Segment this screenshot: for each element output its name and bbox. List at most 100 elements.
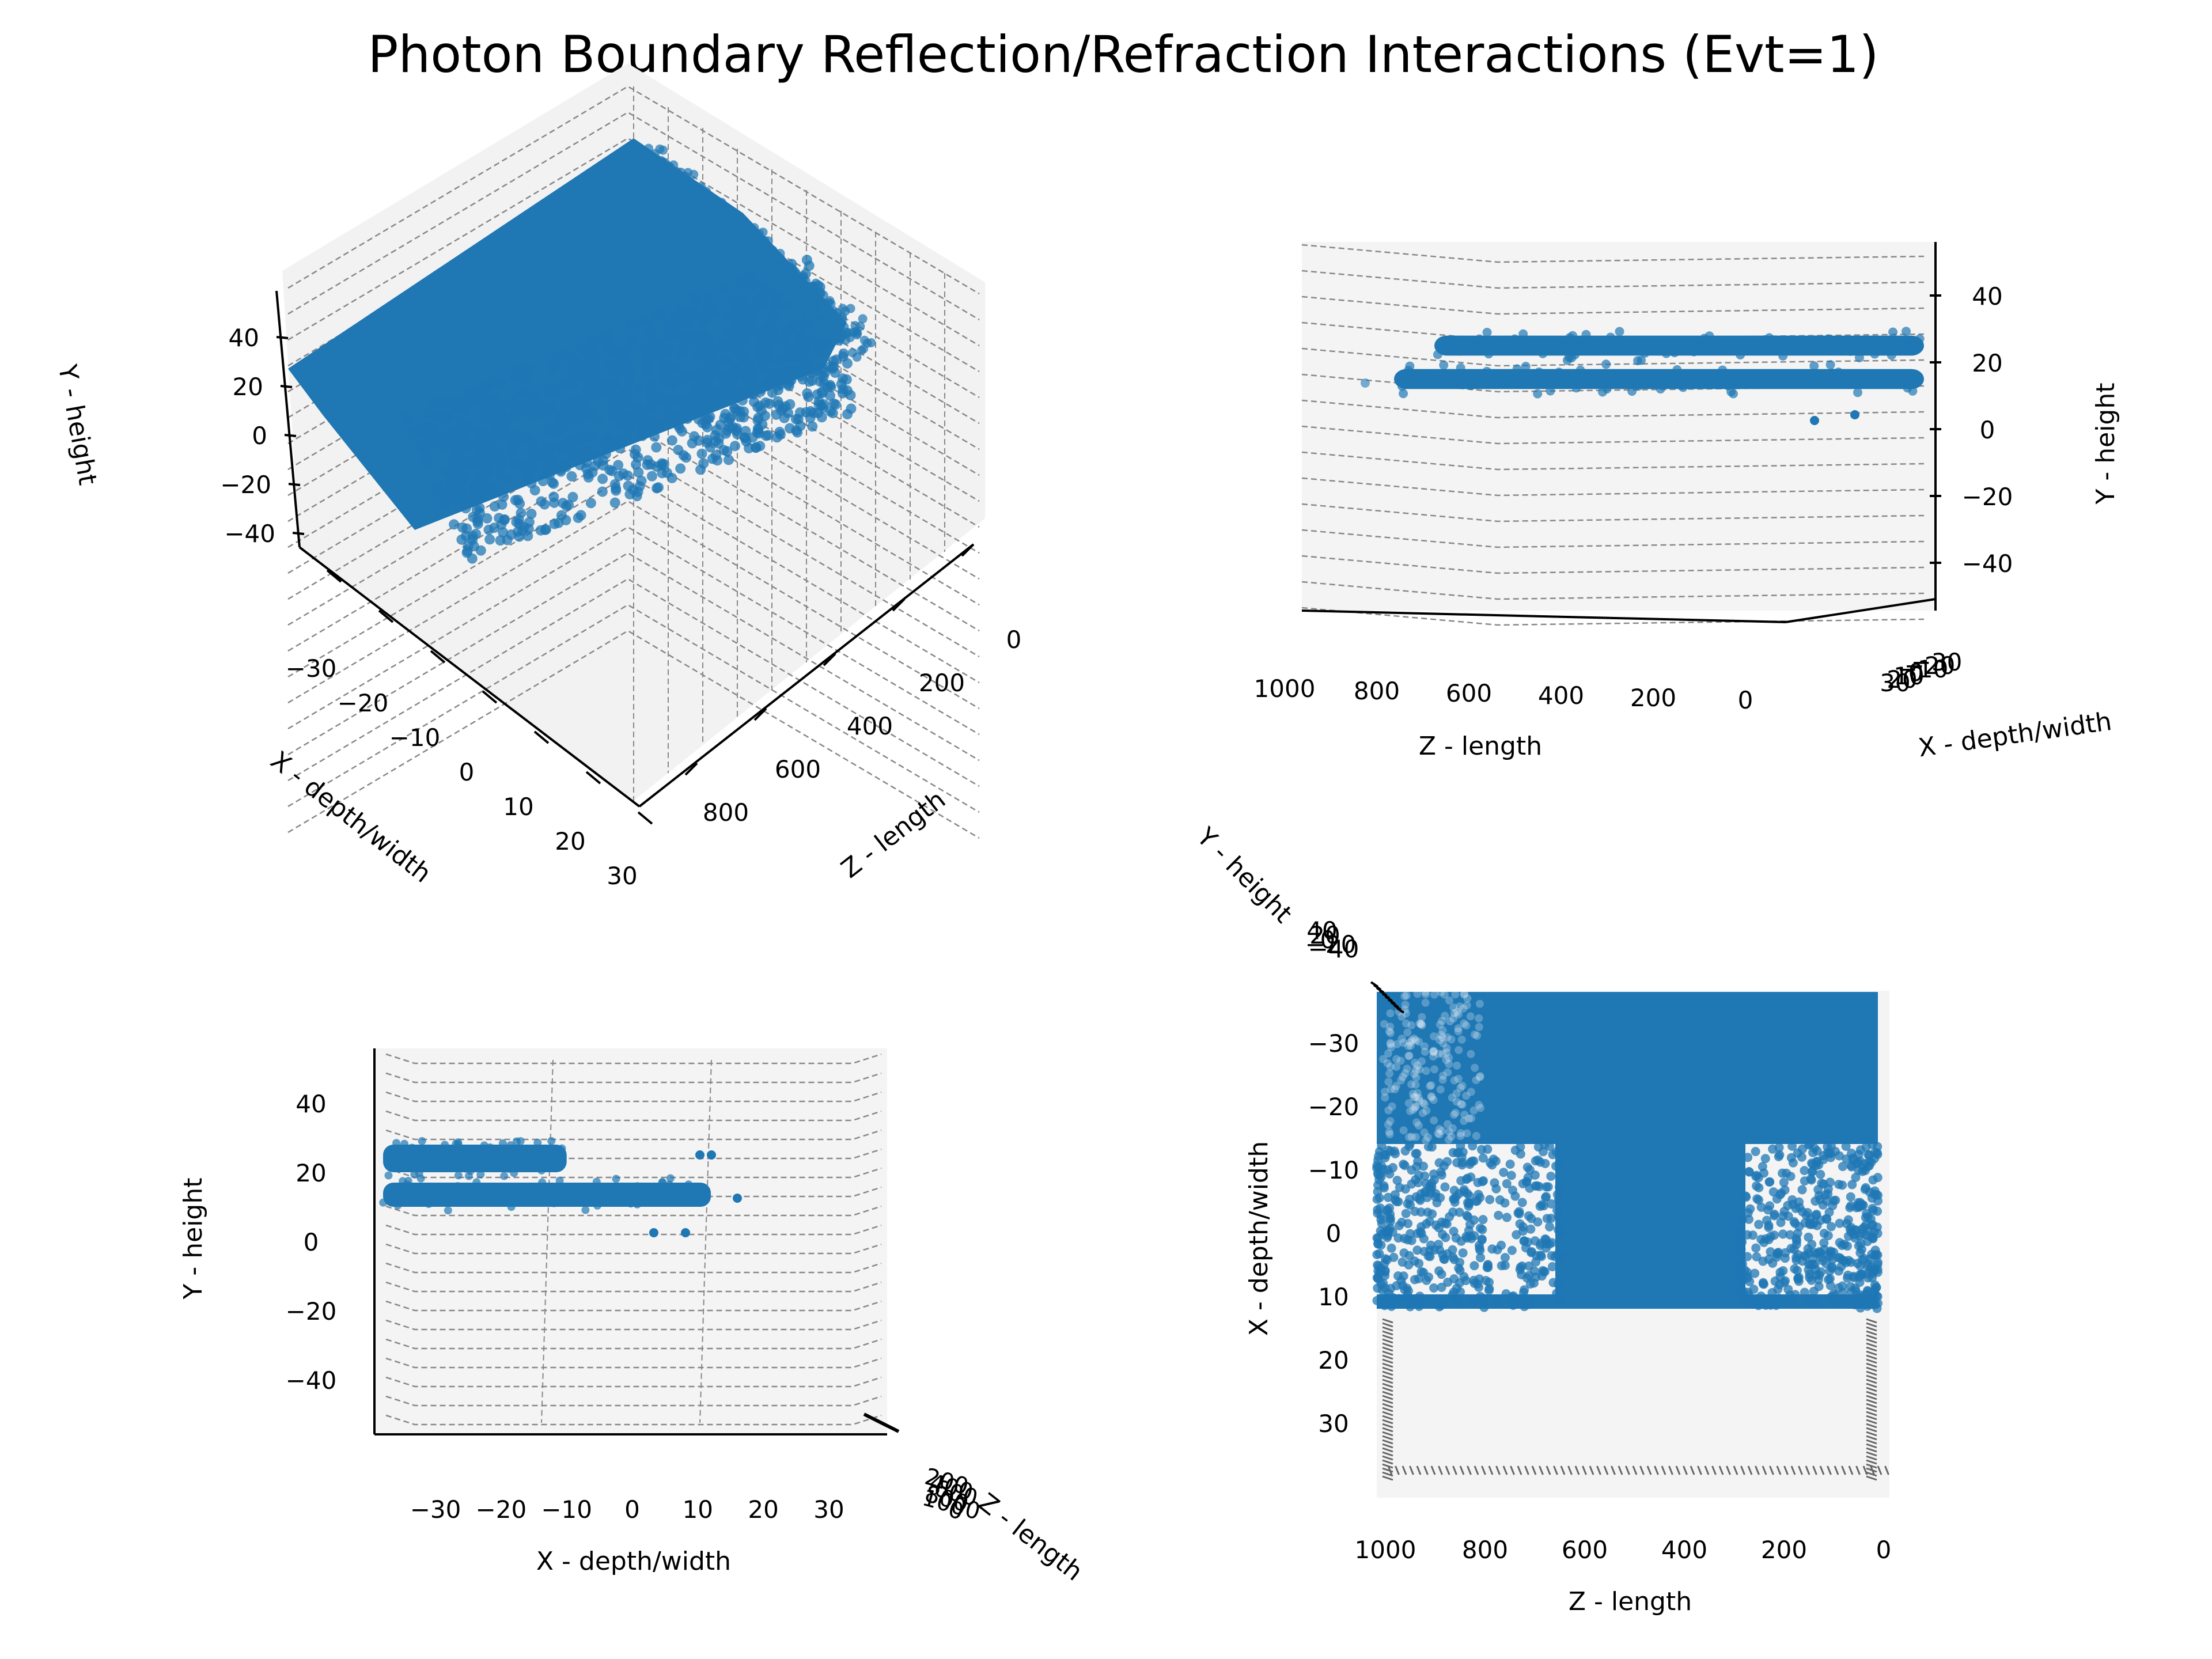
grid-tick	[1866, 1435, 1877, 1441]
z-tick	[684, 762, 698, 776]
point-gap	[1386, 1063, 1395, 1071]
grid-tick	[1646, 1465, 1652, 1475]
point	[1526, 1224, 1536, 1234]
point	[1411, 1149, 1421, 1158]
point	[537, 449, 548, 460]
point	[612, 1175, 620, 1183]
grid-line	[1301, 503, 1925, 522]
point-gap	[1383, 1059, 1392, 1067]
panel-side-zlabel: X - depth/width	[1916, 707, 2113, 763]
z-tick-label: 1000	[1254, 675, 1316, 703]
point	[759, 263, 769, 272]
point	[1819, 1179, 1828, 1189]
point	[494, 513, 505, 524]
point	[563, 499, 574, 510]
grid-tick	[1488, 1465, 1494, 1475]
point	[1502, 1179, 1512, 1188]
point	[755, 272, 765, 282]
point	[1372, 1164, 1382, 1173]
point	[636, 475, 647, 486]
point	[1401, 1209, 1411, 1218]
point-gap	[1467, 1088, 1475, 1096]
point-gap	[1411, 1066, 1420, 1074]
grid-tick	[1382, 1346, 1393, 1352]
point	[1768, 1144, 1778, 1154]
grid-tick	[1733, 1465, 1738, 1475]
point	[575, 396, 586, 407]
point	[547, 363, 558, 374]
point-gap	[1469, 1106, 1478, 1115]
grid-tick	[1866, 1382, 1877, 1388]
z-tick-label: 0	[1738, 686, 1753, 714]
point	[1429, 1169, 1438, 1179]
point	[1778, 351, 1788, 361]
point-gap	[1437, 1031, 1445, 1039]
grid-tick	[1866, 1334, 1877, 1340]
point-gap	[1438, 1017, 1446, 1025]
point-gap	[1454, 1027, 1463, 1036]
point	[1438, 1250, 1448, 1260]
point	[1415, 1194, 1425, 1203]
grid-line	[385, 1148, 882, 1160]
point	[631, 459, 642, 470]
point	[825, 380, 836, 391]
grid-tick	[1382, 1419, 1393, 1425]
grid-tick	[1382, 1330, 1393, 1336]
point	[633, 467, 644, 478]
point	[769, 309, 780, 320]
point	[479, 490, 490, 501]
point-gap	[1467, 1050, 1475, 1058]
point	[1533, 389, 1543, 399]
point-gap	[1407, 1036, 1416, 1045]
point	[609, 479, 620, 490]
point	[400, 1139, 409, 1148]
point	[1822, 1214, 1832, 1224]
point	[1399, 1160, 1408, 1169]
point	[492, 428, 503, 439]
point	[588, 361, 599, 372]
x-tick-label: −30	[410, 1495, 461, 1524]
grid-line	[385, 1338, 882, 1350]
point	[801, 407, 812, 418]
z-tick-label: 0	[1876, 1536, 1892, 1564]
point-gap	[1403, 1028, 1412, 1037]
point	[1437, 1282, 1446, 1292]
point	[604, 464, 615, 475]
z-tick	[753, 707, 767, 721]
point	[601, 338, 612, 349]
point	[1502, 1213, 1512, 1222]
point	[566, 471, 577, 482]
point	[583, 472, 594, 483]
point	[708, 365, 719, 376]
point	[506, 1141, 515, 1150]
x-tick-label: 30	[813, 1495, 844, 1524]
point	[1483, 1145, 1493, 1154]
point	[1678, 382, 1688, 392]
grid-tick	[1866, 1399, 1877, 1404]
grid-line	[1301, 425, 1925, 445]
point-gap	[1454, 1074, 1463, 1083]
point	[538, 1178, 547, 1187]
grid-tick	[1382, 1447, 1393, 1453]
point	[724, 233, 733, 243]
point	[624, 488, 635, 499]
x-tick-label: −20	[1308, 1093, 1359, 1121]
grid-line	[385, 1395, 882, 1407]
point	[1440, 1182, 1450, 1192]
point	[801, 255, 812, 266]
point	[755, 254, 765, 264]
point	[560, 400, 571, 411]
point-gap	[1407, 1080, 1416, 1089]
point	[696, 448, 707, 459]
y-tick-label: 0	[1980, 416, 1995, 444]
grid-tick	[1531, 1465, 1537, 1475]
point	[1415, 1291, 1425, 1301]
point	[1873, 1173, 1883, 1183]
point	[1536, 1250, 1546, 1260]
point	[455, 445, 466, 456]
point	[812, 320, 822, 329]
grid-tick	[1582, 1465, 1587, 1475]
point	[509, 459, 520, 469]
grid-tick	[1382, 1463, 1393, 1469]
grid-line	[385, 1110, 882, 1122]
